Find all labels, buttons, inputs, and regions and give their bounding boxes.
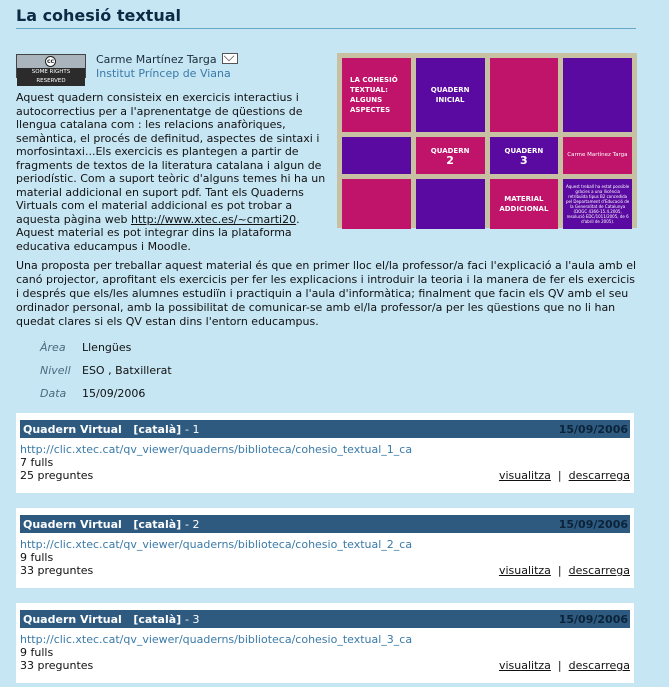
quadern-title: Quadern Virtual <box>23 612 122 626</box>
quadern-header: Quadern Virtual [català] - 3 15/09/2006 <box>20 610 630 628</box>
download-link[interactable]: descarrega <box>568 659 630 672</box>
quadern-questions-row: 33 preguntes visualitza | descarrega <box>20 564 630 577</box>
quadern-language: [català] <box>133 517 182 531</box>
cover-cell: QUADERN 3 <box>489 137 559 174</box>
meta-label: Àrea <box>40 341 66 354</box>
quadern-date: 15/09/2006 <box>558 612 628 626</box>
quadern-card: Quadern Virtual [català] - 1 15/09/2006 ht… <box>16 413 634 493</box>
quadern-number: - 2 <box>185 517 200 531</box>
download-link[interactable]: descarrega <box>568 564 630 577</box>
meta-value: ESO , Batxillerat <box>82 364 172 377</box>
description: Aquest quadern consisteix en exercicis i… <box>16 91 336 253</box>
quadern-questions: 33 preguntes <box>20 659 94 672</box>
cover-cell: Carme Martínez Targa <box>563 137 632 174</box>
quadern-header: Quadern Virtual [català] - 2 15/09/2006 <box>20 515 630 533</box>
view-link[interactable]: visualitza <box>498 659 551 672</box>
quadern-actions: visualitza | descarrega <box>499 469 630 482</box>
cc-logo-icon: cc <box>45 56 56 67</box>
page-title: La cohesió textual <box>16 6 181 25</box>
quadern-card: Quadern Virtual [català] - 3 15/09/2006 ht… <box>16 603 634 683</box>
action-separator: | <box>557 564 562 577</box>
creative-commons-badge[interactable]: cc SOME RIGHTS RESERVED <box>16 54 86 86</box>
action-separator: | <box>557 659 562 672</box>
quadern-title-group: Quadern Virtual [català] - 3 <box>23 613 200 626</box>
quadern-header: Quadern Virtual [català] - 1 15/09/2006 <box>20 420 630 438</box>
quadern-sheets-row: 9 fulls <box>20 646 630 659</box>
cover-cell <box>489 58 559 132</box>
meta-label: Data <box>40 387 67 400</box>
quadern-language: [català] <box>133 612 182 626</box>
cover-cell: QUADERN 2 <box>415 137 485 174</box>
quadern-questions-row: 33 preguntes visualitza | descarrega <box>20 659 630 672</box>
description-after: . Aquest material es pot integrar dins l… <box>16 212 300 253</box>
quadern-questions: 25 preguntes <box>20 469 94 482</box>
meta-value: 15/09/2006 <box>82 387 146 400</box>
quadern-sheets: 9 fulls <box>20 646 54 659</box>
description-text: Aquest quadern consisteix en exercicis i… <box>16 91 326 226</box>
author-website-link[interactable]: http://www.xtec.es/~cmarti20 <box>130 212 297 226</box>
mail-icon[interactable] <box>222 53 239 64</box>
usage-paragraph: Una proposta per treballar aquest materi… <box>16 259 637 328</box>
quadern-date: 15/09/2006 <box>558 422 628 436</box>
meta-row: Data 15/09/2006 <box>40 387 145 400</box>
meta-value: Llengües <box>82 341 132 354</box>
quadern-actions: visualitza | descarrega <box>499 564 630 577</box>
quadern-sheets-row: 9 fulls <box>20 551 630 564</box>
cover-cell <box>342 179 411 229</box>
cover-cell: LA COHESIÓ TEXTUAL: ALGUNS ASPECTES <box>342 58 411 132</box>
quadern-sheets: 7 fulls <box>20 456 54 469</box>
cover-cell <box>415 179 485 229</box>
quadern-questions-row: 25 preguntes visualitza | descarrega <box>20 469 630 482</box>
quadern-questions: 33 preguntes <box>20 564 94 577</box>
license-badge-text: SOME RIGHTS RESERVED <box>17 68 85 86</box>
view-link[interactable]: visualitza <box>498 469 551 482</box>
quadern-sheets-row: 7 fulls <box>20 456 630 469</box>
cover-cell: Aquest treball ha estat possible gràcies… <box>563 179 632 229</box>
quadern-title-group: Quadern Virtual [català] - 1 <box>23 423 200 436</box>
institute-name: Institut Príncep de Viana <box>96 67 231 80</box>
quadern-title: Quadern Virtual <box>23 517 122 531</box>
download-link[interactable]: descarrega <box>568 469 630 482</box>
quadern-title: Quadern Virtual <box>23 422 122 436</box>
meta-row: Àrea Llengües <box>40 341 131 354</box>
author-line: Carme Martínez Targa <box>96 53 239 66</box>
author-name: Carme Martínez Targa <box>96 53 217 66</box>
meta-label: Nivell <box>40 364 71 377</box>
quadern-language: [català] <box>133 422 182 436</box>
quadern-number: - 3 <box>185 612 200 626</box>
quadern-card: Quadern Virtual [català] - 2 15/09/2006 ht… <box>16 508 634 588</box>
quadern-date: 15/09/2006 <box>558 517 628 531</box>
view-link[interactable]: visualitza <box>498 564 551 577</box>
quadern-actions: visualitza | descarrega <box>499 659 630 672</box>
cover-cell <box>342 137 411 174</box>
meta-row: Nivell ESO , Batxillerat <box>40 364 172 377</box>
cover-cell <box>563 58 632 132</box>
quadern-url[interactable]: http://clic.xtec.cat/qv_viewer/quaderns/… <box>20 538 413 551</box>
quadern-sheets: 9 fulls <box>20 551 54 564</box>
cover-cell: MATERIAL ADDICIONAL <box>489 179 559 229</box>
action-separator: | <box>557 469 562 482</box>
cover-author-first: Carme Martínez Targa <box>567 152 628 158</box>
title-divider <box>16 28 636 29</box>
quadern-title-group: Quadern Virtual [català] - 2 <box>23 518 200 531</box>
quadern-number: - 1 <box>185 422 200 436</box>
cover-image: LA COHESIÓ TEXTUAL: ALGUNS ASPECTES QUADE… <box>337 53 637 229</box>
cover-cell: QUADERN INICIAL <box>415 58 485 132</box>
quadern-url[interactable]: http://clic.xtec.cat/qv_viewer/quaderns/… <box>20 633 413 646</box>
quadern-url[interactable]: http://clic.xtec.cat/qv_viewer/quaderns/… <box>20 443 413 456</box>
